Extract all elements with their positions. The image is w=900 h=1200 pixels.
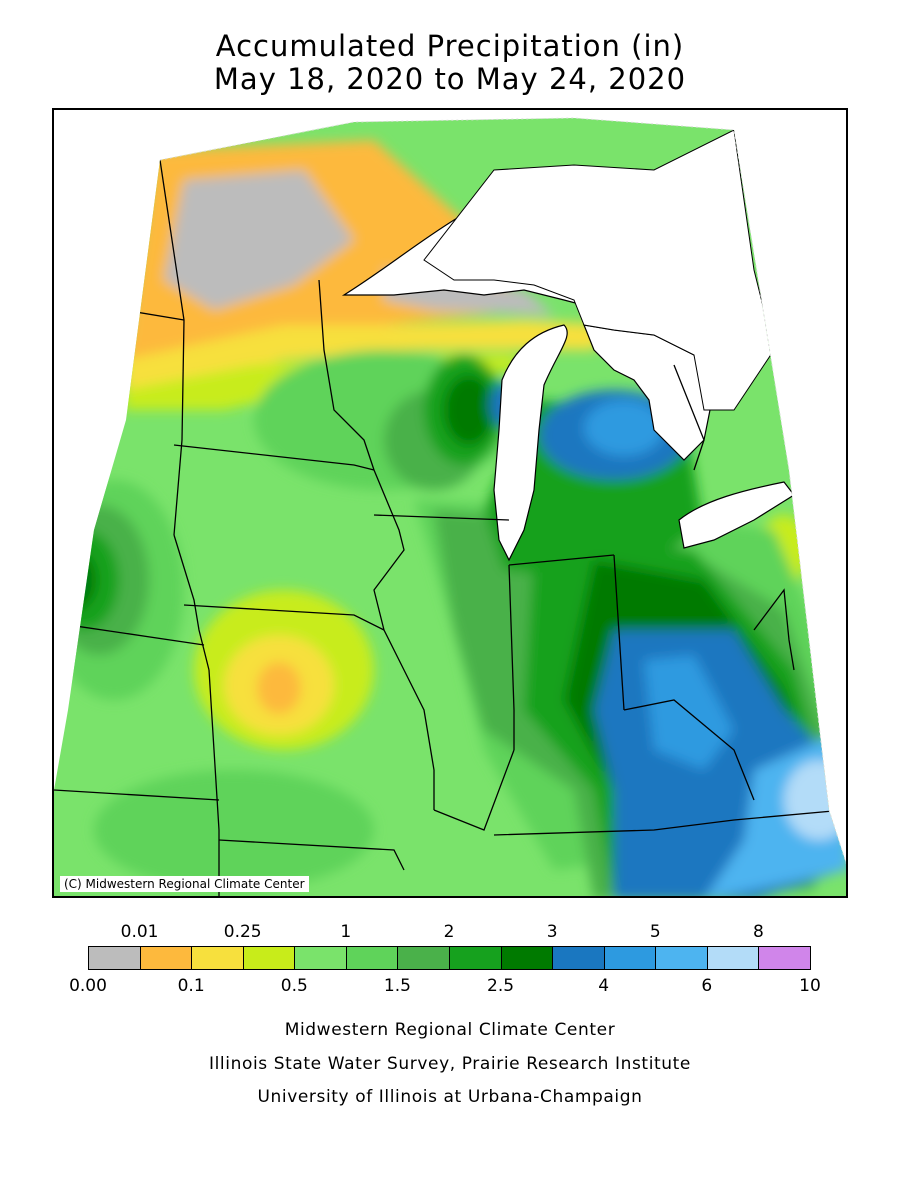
border-mn-wi bbox=[318, 279, 375, 471]
green-area-southwest bbox=[94, 770, 374, 890]
border-mo-ar bbox=[218, 839, 405, 871]
footer-organization: Midwestern Regional Climate Center bbox=[284, 1020, 616, 1040]
border-ks-ok bbox=[54, 789, 220, 801]
legend-label-bottom: 2.5 bbox=[487, 976, 515, 996]
legend-swatch bbox=[758, 946, 811, 970]
legend-label-bottom: 10 bbox=[799, 976, 821, 996]
legend-swatch bbox=[706, 946, 760, 970]
legend-swatch bbox=[449, 946, 502, 970]
border-oh-ky-wv bbox=[623, 699, 755, 801]
legend-label-bottom: 6 bbox=[701, 976, 713, 996]
orange-area-central bbox=[257, 662, 301, 714]
map-date-range: May 18, 2020 to May 24, 2020 bbox=[213, 62, 687, 96]
darkest-green-area-wisconsin bbox=[444, 375, 494, 445]
legend-swatch bbox=[345, 946, 399, 970]
border-wi-il bbox=[373, 514, 510, 521]
blue-area-west bbox=[54, 562, 76, 598]
legend-label-bottom: 0.00 bbox=[69, 976, 107, 996]
legend-label-bottom: 0.1 bbox=[177, 976, 205, 996]
legend-label-top: 0.25 bbox=[223, 922, 262, 942]
state-boundaries bbox=[54, 159, 845, 896]
color-legend bbox=[88, 946, 811, 970]
legend-swatch bbox=[500, 946, 554, 970]
legend-swatch bbox=[603, 946, 657, 970]
darkest-green-area-west bbox=[54, 550, 96, 610]
legend-swatch bbox=[655, 946, 708, 970]
legend-label-bottom: 4 bbox=[598, 976, 610, 996]
border-mi-canada bbox=[673, 364, 705, 471]
border-ky-tn bbox=[493, 809, 845, 836]
legend-swatch bbox=[139, 946, 193, 970]
legend-swatch bbox=[397, 946, 450, 970]
border-mn-iowa bbox=[173, 444, 375, 471]
legend-label-bottom: 0.5 bbox=[280, 976, 308, 996]
yellow-band-north bbox=[124, 320, 614, 395]
legend-label-top: 5 bbox=[649, 922, 661, 942]
border-mn-dakotas bbox=[159, 159, 185, 536]
lake-michigan bbox=[493, 324, 568, 562]
border-in-mi bbox=[508, 554, 615, 566]
lake-erie bbox=[678, 481, 795, 549]
border-pa-oh bbox=[753, 588, 795, 671]
gray-area-north bbox=[164, 170, 354, 310]
legend-label-top: 3 bbox=[546, 922, 558, 942]
map-canvas bbox=[54, 117, 846, 896]
light-blue-area-michigan bbox=[584, 400, 664, 456]
border-il-in bbox=[508, 564, 515, 750]
footer-university: University of Illinois at Urbana-Champai… bbox=[257, 1087, 643, 1107]
border-iowa-ne bbox=[173, 534, 210, 671]
copyright-notice: (C) Midwestern Regional Climate Center bbox=[60, 876, 309, 892]
border-ky-il bbox=[433, 749, 515, 831]
legend-label-top: 8 bbox=[753, 922, 764, 942]
precip-field bbox=[54, 118, 846, 896]
legend-swatch bbox=[191, 946, 244, 970]
legend-swatch bbox=[88, 946, 141, 970]
border-il-river bbox=[373, 469, 435, 810]
canada-land bbox=[423, 129, 775, 411]
legend-swatch bbox=[552, 946, 605, 970]
map-title: Accumulated Precipitation (in) bbox=[215, 29, 685, 63]
footer-survey: Illinois State Water Survey, Prairie Res… bbox=[209, 1054, 691, 1074]
precipitation-map: (C) Midwestern Regional Climate Center bbox=[52, 108, 848, 898]
legend-label-bottom: 1.5 bbox=[383, 976, 411, 996]
legend-label-top: 1 bbox=[340, 922, 352, 942]
border-in-oh bbox=[613, 554, 625, 711]
border-ks-ne bbox=[68, 624, 205, 646]
legend-swatch bbox=[242, 946, 296, 970]
legend-label-top: 0.01 bbox=[120, 922, 159, 942]
legend-swatch bbox=[294, 946, 347, 970]
border-iowa-mo bbox=[183, 604, 385, 631]
legend-label-top: 2 bbox=[443, 922, 455, 942]
